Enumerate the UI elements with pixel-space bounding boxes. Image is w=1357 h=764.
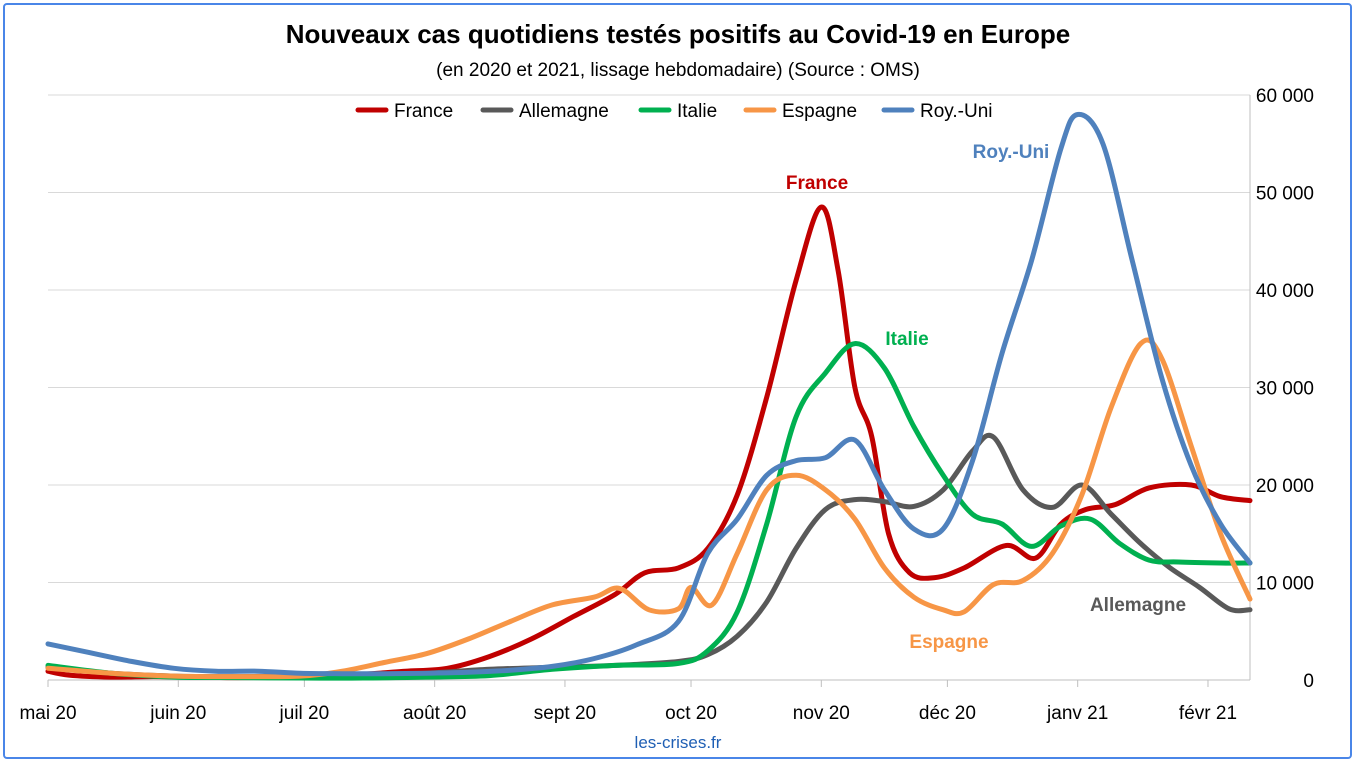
x-tick-label: févr 21 [1179, 703, 1237, 724]
legend-label-roy-uni: Roy.-Uni [920, 101, 993, 122]
annotation-allemagne: Allemagne [1090, 595, 1186, 616]
y-tick-label: 0 [1303, 671, 1314, 692]
chart-subtitle: (en 2020 et 2021, lissage hebdomadaire) … [436, 60, 920, 81]
y-tick-label: 20 000 [1256, 476, 1314, 497]
y-tick-label: 60 000 [1256, 86, 1314, 107]
y-tick-label: 10 000 [1256, 574, 1314, 595]
x-tick-label: août 20 [403, 703, 466, 724]
annotation-espagne: Espagne [909, 632, 988, 653]
series-line-espagne [45, 337, 1253, 680]
legend: France Allemagne Italie Espagne Roy.-Uni [355, 101, 993, 122]
annotation-italie: Italie [885, 329, 928, 350]
series-lines [45, 111, 1253, 681]
annotation-roy-uni: Roy.-Uni [973, 142, 1050, 163]
source-credit: les-crises.fr [635, 733, 722, 752]
series-line-france [45, 204, 1253, 681]
x-tick-label: juil 20 [279, 703, 330, 724]
series-line-roy-uni [45, 111, 1253, 677]
gridlines [48, 94, 1250, 583]
legend-label-espagne: Espagne [782, 101, 857, 122]
annotation-france: France [786, 173, 848, 194]
chart-frame [3, 3, 1352, 759]
legend-label-allemagne: Allemagne [519, 101, 609, 122]
series-line-italie [45, 341, 1253, 681]
x-tick-label: déc 20 [919, 703, 976, 724]
y-axis-ticks: 0 10 000 20 000 30 000 40 000 50 000 60 000 [1256, 86, 1314, 692]
x-axis-ticks: mai 20 juin 20 juil 20 août 20 sept 20 oct 20… [19, 680, 1237, 724]
y-tick-label: 30 000 [1256, 379, 1314, 400]
y-tick-label: 40 000 [1256, 281, 1314, 302]
series-annotations: France Allemagne Italie Espagne Roy.-Uni [786, 142, 1186, 653]
legend-label-france: France [394, 101, 453, 122]
x-tick-label: oct 20 [665, 703, 717, 724]
x-tick-label: mai 20 [19, 703, 76, 724]
chart-title: Nouveaux cas quotidiens testés positifs … [286, 19, 1071, 49]
x-tick-label: juin 20 [149, 703, 206, 724]
y-tick-label: 50 000 [1256, 184, 1314, 205]
legend-label-italie: Italie [677, 101, 717, 122]
x-tick-label: janv 21 [1046, 703, 1108, 724]
x-tick-label: nov 20 [793, 703, 850, 724]
x-tick-label: sept 20 [534, 703, 596, 724]
